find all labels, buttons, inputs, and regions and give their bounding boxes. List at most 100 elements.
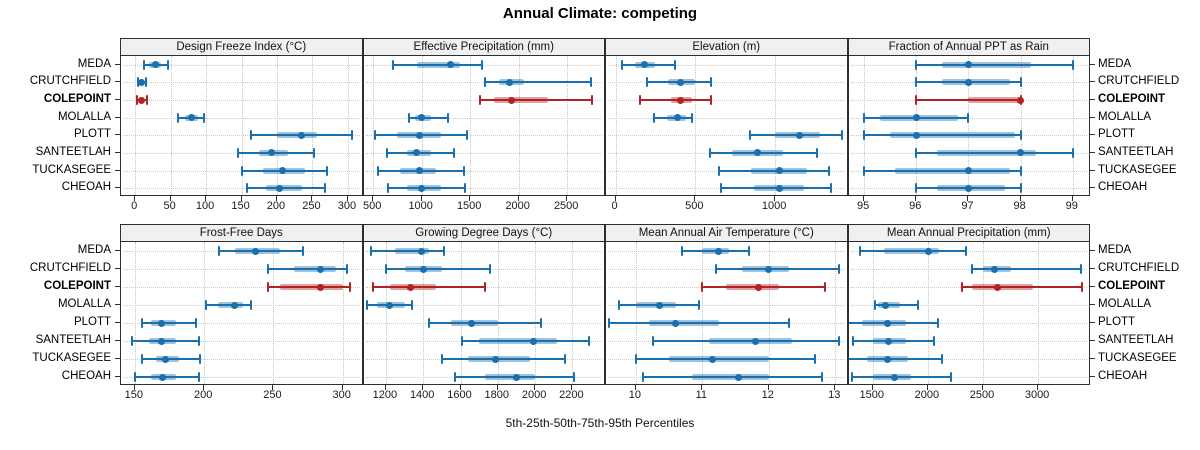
median-dot [795,131,803,139]
grid-line-vertical [615,56,617,195]
site-label-left: SANTEETLAH [35,334,111,346]
grid-line-vertical [835,242,837,384]
whisker-cap [815,147,818,158]
median-dot [655,301,663,309]
median-dot [468,319,476,327]
whisker-cap [218,246,221,256]
median-dot [776,167,784,175]
grid-line-vertical [567,56,569,195]
median-dot [882,301,890,309]
x-axis-tick [863,196,865,201]
x-tick-label: 1000 [761,200,787,212]
median-dot [157,337,165,345]
panel-title: Design Freeze Index (°C) [176,41,307,53]
whisker-cap [828,165,831,176]
x-axis-tick [571,385,573,390]
whisker-cap [941,354,944,364]
grid-line-horizontal [123,135,360,137]
x-tick-label: 12 [761,389,774,401]
median-dot [751,337,759,345]
y-axis-tick-left [115,99,120,101]
x-tick-label: 300 [337,200,357,212]
x-axis-tick [614,196,616,201]
grid-line-horizontal [608,135,845,137]
y-axis-tick-left [115,169,120,171]
x-axis-tick [272,385,274,390]
grid-line-horizontal [608,64,845,66]
median-dot [677,78,685,86]
median-dot [640,61,648,69]
x-axis-tick [1071,196,1073,201]
panel-title: Mean Annual Air Temperature (°C) [638,227,814,239]
whisker-cap [652,112,655,123]
site-label-left: SANTEETLAH [35,145,111,158]
whisker-cap [634,354,637,364]
grid-line-horizontal [365,135,602,137]
percentile-whisker [132,340,199,342]
grid-line-horizontal [123,377,360,378]
x-tick-label: 2200 [559,389,584,401]
percentile-whisker [372,286,485,288]
x-axis-tick [694,196,696,201]
median-dot [138,78,146,86]
x-tick-label: 250 [263,389,282,401]
whisker-cap [137,77,140,88]
grid-line-vertical [775,56,777,195]
site-label-left: MEDA [77,57,111,70]
whisker-cap [483,282,486,292]
x-tick-label: 1600 [447,389,472,401]
grid-line-vertical [535,242,537,384]
grid-line-vertical [518,56,520,195]
whisker-cap [691,112,694,123]
whisker-cap [824,282,827,292]
percentile-whisker [962,286,1083,288]
site-label-left: TUCKASEGEE [32,163,111,176]
x-tick-label: 200 [266,200,286,212]
grid-line-horizontal [123,117,360,119]
median-dot [1017,149,1025,157]
y-axis-tick-right [1090,99,1095,101]
y-axis-tick-left [115,322,120,323]
whisker-cap [747,246,750,256]
site-label-right: TUCKASEGEE [1098,163,1177,176]
whisker-cap [814,354,817,364]
whisker-cap [933,336,936,346]
x-axis-tick [311,196,313,201]
whisker-cap [131,336,134,346]
whisker-cap [351,130,354,141]
median-dot [672,319,680,327]
y-axis-tick-right [1090,63,1095,65]
y-axis-tick-left [115,134,120,136]
x-axis-tick [1037,385,1039,390]
whisker-cap [483,77,486,88]
median-dot [159,373,167,381]
grid-line-horizontal [123,82,360,84]
median-dot [529,337,537,345]
whisker-cap [489,264,492,274]
grid-line-horizontal [123,64,360,66]
site-label-right: SANTEETLAH [1098,145,1174,158]
grid-line-horizontal [365,117,602,119]
percentile-whisker [385,268,491,270]
whisker-cap [829,183,832,194]
median-dot [275,184,283,192]
whisker-cap [197,336,200,346]
panel-plot-area [605,241,848,385]
site-label-left: CHEOAH [61,181,111,194]
grid-line-vertical [385,242,387,384]
whisker-cap [787,318,790,328]
median-dot [884,337,892,345]
site-label-left: MEDA [77,244,111,256]
percentile-whisker [267,268,347,270]
whisker-cap [1080,264,1083,274]
x-tick-label: 2500 [969,389,995,401]
percentile-whisker [652,340,839,342]
whisker-cap [1071,59,1074,70]
grid-line-horizontal [365,170,602,172]
whisker-cap [651,336,654,346]
panel-plot-area [120,241,363,385]
x-axis-tick [420,196,422,201]
median-dot [912,131,920,139]
grid-line-horizontal [850,341,1087,342]
